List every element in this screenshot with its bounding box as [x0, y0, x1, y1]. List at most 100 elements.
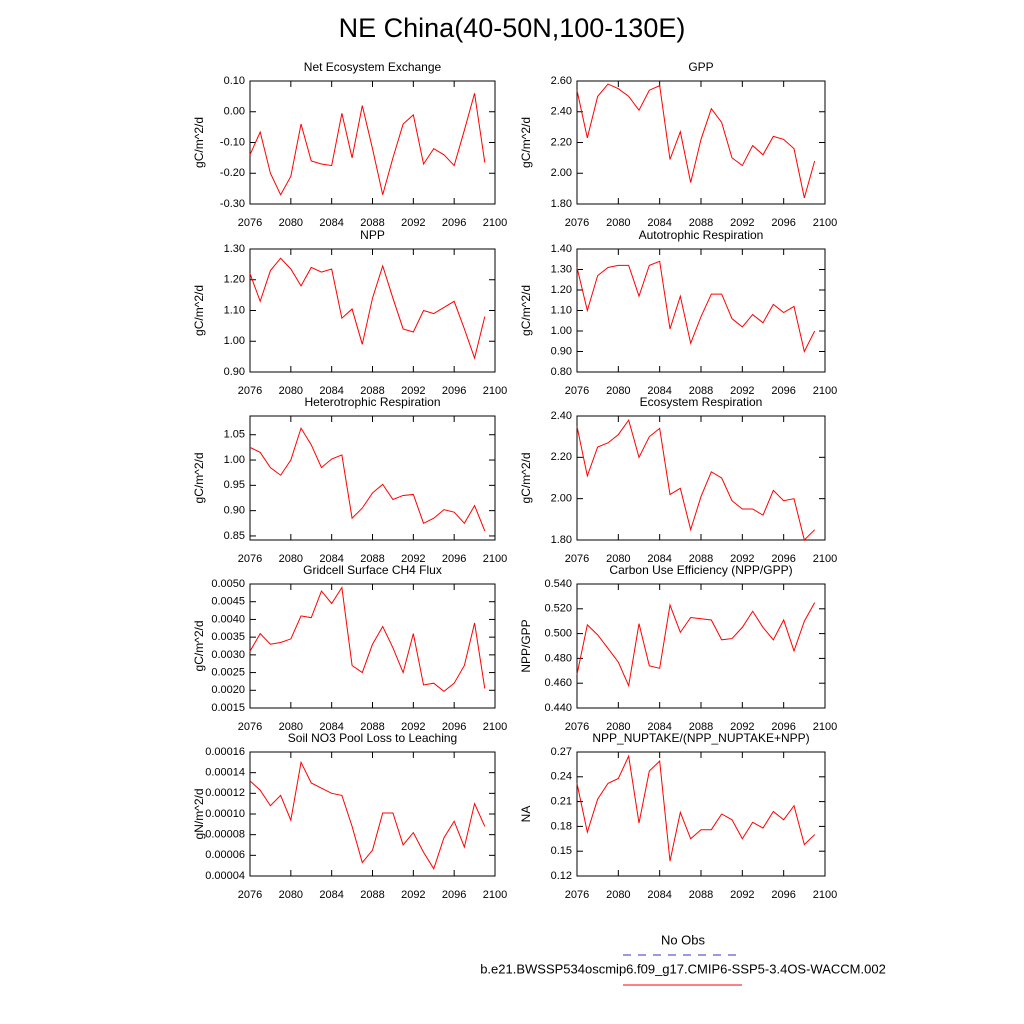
y-tick-label: 1.10	[224, 304, 245, 316]
x-tick-label: 2096	[442, 385, 466, 397]
x-tick-label: 2084	[319, 385, 343, 397]
plot-frame	[249, 583, 496, 709]
x-tick-label: 2088	[689, 217, 713, 229]
y-tick-label: 0.95	[224, 479, 245, 491]
x-tick-label: 2084	[319, 889, 343, 901]
x-tick-label: 2092	[401, 385, 425, 397]
x-tick-label: 2076	[238, 553, 262, 565]
x-tick-label: 2084	[647, 217, 671, 229]
x-tick-label: 2092	[730, 721, 754, 733]
y-tick-label: 1.30	[551, 263, 572, 275]
x-tick-label: 2096	[442, 553, 466, 565]
panel-title: Soil NO3 Pool Loss to Leaching	[288, 731, 457, 745]
y-tick-label: 0.520	[544, 603, 572, 615]
y-axis-label: gC/m^2/d	[192, 285, 206, 336]
y-tick-label: 0.00006	[205, 849, 245, 861]
panel-title: Gridcell Surface CH4 Flux	[303, 563, 442, 577]
y-tick-label: -0.30	[220, 198, 245, 210]
y-axis-label: NA	[519, 806, 533, 823]
x-tick-label: 2100	[813, 217, 837, 229]
x-tick-label: 2080	[606, 385, 630, 397]
x-tick-label: 2092	[401, 217, 425, 229]
x-tick-label: 2092	[730, 385, 754, 397]
y-axis-label: gN/m^2/d	[192, 789, 206, 840]
x-tick-label: 2084	[647, 553, 671, 565]
y-tick-label: 0.10	[224, 75, 245, 87]
data-line	[249, 257, 486, 360]
legend-label: b.e21.BWSSP534oscmip6.f09_g17.CMIP6-SSP5…	[480, 961, 886, 976]
data-line	[576, 260, 816, 353]
x-tick-label: 2088	[360, 217, 384, 229]
x-tick-label: 2080	[279, 553, 303, 565]
y-tick-label: 2.60	[551, 75, 572, 87]
y-tick-label: 0.0015	[211, 702, 245, 714]
x-tick-label: 2076	[565, 889, 589, 901]
panel-title: GPP	[688, 60, 713, 74]
y-tick-label: -0.20	[220, 167, 245, 179]
x-tick-label: 2080	[279, 889, 303, 901]
x-tick-label: 2092	[730, 217, 754, 229]
x-tick-label: 2076	[238, 889, 262, 901]
legend-label: No Obs	[661, 932, 706, 947]
data-line	[576, 602, 816, 688]
y-tick-label: 0.15	[551, 845, 572, 857]
x-tick-label: 2080	[606, 721, 630, 733]
x-tick-label: 2088	[689, 385, 713, 397]
x-tick-label: 2096	[442, 889, 466, 901]
data-line	[249, 93, 486, 196]
y-tick-label: 1.00	[551, 325, 572, 337]
y-tick-label: 1.05	[224, 429, 245, 441]
x-tick-label: 2080	[279, 217, 303, 229]
panel-title: Autotrophic Respiration	[639, 228, 764, 242]
panel-title: Carbon Use Efficiency (NPP/GPP)	[609, 563, 792, 577]
y-tick-label: 2.40	[551, 410, 572, 422]
panel-title: NPP	[360, 228, 385, 242]
x-tick-label: 2084	[647, 721, 671, 733]
data-line	[249, 426, 486, 532]
x-tick-label: 2080	[606, 217, 630, 229]
x-tick-label: 2096	[442, 721, 466, 733]
y-tick-label: 0.0035	[211, 631, 245, 643]
x-tick-label: 2092	[401, 553, 425, 565]
x-tick-label: 2080	[606, 889, 630, 901]
x-tick-label: 2092	[401, 889, 425, 901]
y-tick-label: 0.500	[544, 628, 572, 640]
y-tick-label: 1.40	[551, 243, 572, 255]
x-tick-label: 2076	[238, 217, 262, 229]
x-tick-label: 2096	[771, 889, 795, 901]
x-tick-label: 2092	[730, 553, 754, 565]
y-tick-label: 2.00	[551, 167, 572, 179]
data-line	[576, 83, 816, 198]
y-axis-label: NPP/GPP	[519, 619, 533, 672]
x-tick-label: 2076	[565, 721, 589, 733]
y-tick-label: 0.21	[551, 796, 572, 808]
x-tick-label: 2076	[565, 217, 589, 229]
y-tick-label: 0.0020	[211, 684, 245, 696]
plot-frame	[576, 415, 826, 541]
y-tick-label: 0.0050	[211, 578, 245, 590]
panel-title: Net Ecosystem Exchange	[304, 60, 442, 74]
y-tick-label: 1.30	[224, 243, 245, 255]
y-tick-label: 1.10	[551, 304, 572, 316]
x-tick-label: 2100	[813, 721, 837, 733]
y-axis-label: gC/m^2/d	[519, 285, 533, 336]
y-axis-label: gC/m^2/d	[192, 117, 206, 168]
x-tick-label: 2076	[565, 385, 589, 397]
x-tick-label: 2084	[319, 553, 343, 565]
y-tick-label: 0.0025	[211, 666, 245, 678]
y-tick-label: 0.00004	[205, 870, 245, 882]
y-tick-label: 0.18	[551, 820, 572, 832]
y-tick-label: 2.20	[551, 136, 572, 148]
y-axis-label: gC/m^2/d	[192, 621, 206, 672]
y-tick-label: 0.90	[224, 505, 245, 517]
x-tick-label: 2088	[689, 721, 713, 733]
x-tick-label: 2096	[771, 217, 795, 229]
panel-title: NPP_NUPTAKE/(NPP_NUPTAKE+NPP)	[592, 731, 809, 745]
panel-title: Heterotrophic Respiration	[304, 395, 440, 409]
y-tick-label: 0.85	[224, 530, 245, 542]
y-tick-label: 1.00	[224, 454, 245, 466]
y-tick-label: 0.440	[544, 702, 572, 714]
data-line	[249, 586, 486, 692]
x-tick-label: 2080	[606, 553, 630, 565]
